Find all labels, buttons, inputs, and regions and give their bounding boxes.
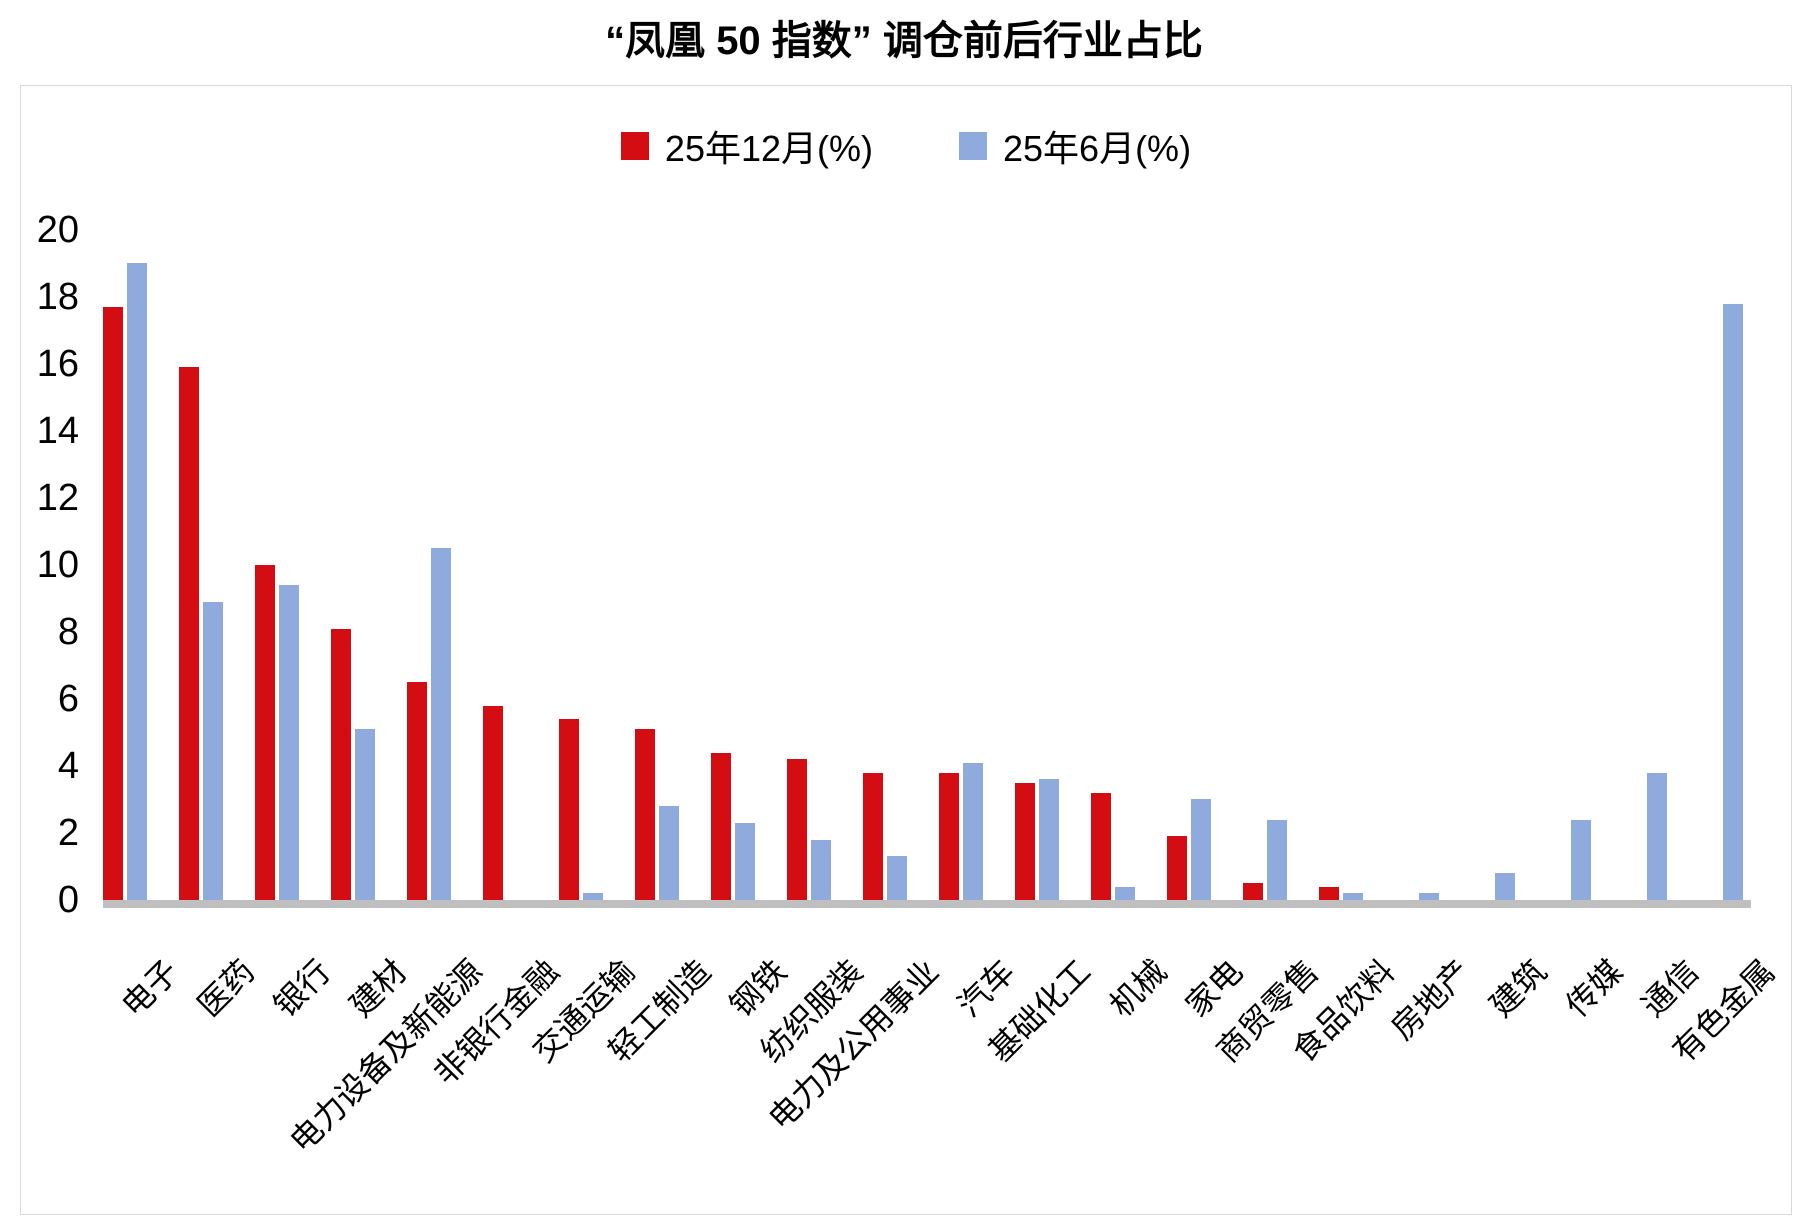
y-tick-label: 14 — [36, 410, 79, 452]
y-tick-label: 20 — [36, 209, 79, 251]
bar-jun-14 — [1191, 799, 1211, 900]
bar-dec-7 — [635, 729, 655, 900]
bar-dec-9 — [787, 759, 807, 900]
bar-dec-16 — [1319, 887, 1339, 900]
x-axis-label-0: 电子 — [114, 952, 186, 1024]
bar-jun-16 — [1343, 893, 1363, 900]
bar-jun-0 — [127, 263, 147, 900]
bar-jun-6 — [583, 893, 603, 900]
x-axis-label-2: 银行 — [266, 952, 338, 1024]
bar-jun-19 — [1571, 820, 1591, 900]
bar-dec-15 — [1243, 883, 1263, 900]
bar-dec-8 — [711, 753, 731, 900]
x-axis-label-13: 机械 — [1102, 952, 1174, 1024]
bar-jun-4 — [431, 548, 451, 900]
bar-jun-20 — [1647, 773, 1667, 900]
y-tick-label: 6 — [57, 678, 79, 720]
bar-dec-4 — [407, 682, 427, 900]
bar-dec-3 — [331, 629, 351, 900]
x-axis-labels: 电子 医药 银行 建材 电力设备及新能源 非银行金融 交通运输 轻工制造 钢铁 纺织服装 电力及公用… — [21, 86, 1791, 1214]
bar-jun-21 — [1723, 304, 1743, 900]
x-axis-label-1: 医药 — [190, 952, 262, 1024]
legend-swatch-jun — [959, 132, 987, 160]
y-tick-label: 18 — [36, 276, 79, 318]
y-tick-label: 10 — [36, 544, 79, 586]
bar-jun-2 — [279, 585, 299, 900]
bar-dec-10 — [863, 773, 883, 900]
legend-swatch-dec — [620, 132, 649, 160]
bar-jun-12 — [1039, 779, 1059, 900]
bar-jun-7 — [659, 806, 679, 900]
legend: 25年12月(%) 25年6月(%) — [21, 120, 1791, 172]
x-axis-baseline — [103, 900, 1751, 908]
x-axis-label-19: 传媒 — [1558, 952, 1630, 1024]
y-tick-label: 0 — [57, 879, 79, 921]
bar-dec-6 — [559, 719, 579, 900]
bar-dec-2 — [255, 565, 275, 900]
bar-jun-1 — [203, 602, 223, 900]
bar-dec-14 — [1167, 836, 1187, 900]
legend-item-jun: 25年6月(%) — [959, 120, 1191, 172]
bar-jun-17 — [1419, 893, 1439, 900]
bar-jun-9 — [811, 840, 831, 900]
y-tick-label: 4 — [57, 745, 79, 787]
plot-area — [103, 230, 1751, 908]
chart-frame: 25年12月(%) 25年6月(%) 0 2 4 6 8 10 12 14 16 18 20 电子医… — [20, 85, 1792, 1215]
bar-dec-1 — [179, 367, 199, 900]
x-axis-label-17: 房地产 — [1384, 952, 1478, 1047]
bar-jun-15 — [1267, 820, 1287, 900]
bar-jun-13 — [1115, 887, 1135, 900]
bar-jun-10 — [887, 856, 907, 900]
y-tick-label: 8 — [57, 611, 79, 653]
bar-dec-11 — [939, 773, 959, 900]
bar-jun-11 — [963, 763, 983, 900]
bar-jun-8 — [735, 823, 755, 900]
bar-dec-0 — [103, 307, 123, 900]
y-tick-label: 2 — [57, 812, 79, 854]
bar-dec-12 — [1015, 783, 1035, 900]
legend-label-jun: 25年6月(%) — [1003, 128, 1192, 169]
bar-jun-3 — [355, 729, 375, 900]
bar-jun-18 — [1495, 873, 1515, 900]
x-axis-label-18: 建筑 — [1482, 952, 1554, 1024]
bar-dec-5 — [483, 706, 503, 900]
y-tick-label: 12 — [36, 477, 79, 519]
legend-label-dec: 25年12月(%) — [664, 128, 873, 169]
chart-title: “凤凰 50 指数” 调仓前后行业占比 — [605, 19, 1203, 63]
legend-item-dec: 25年12月(%) — [620, 120, 873, 172]
y-tick-label: 16 — [36, 343, 79, 385]
y-axis: 0 2 4 6 8 10 12 14 16 18 20 — [21, 86, 81, 1214]
bar-dec-13 — [1091, 793, 1111, 900]
